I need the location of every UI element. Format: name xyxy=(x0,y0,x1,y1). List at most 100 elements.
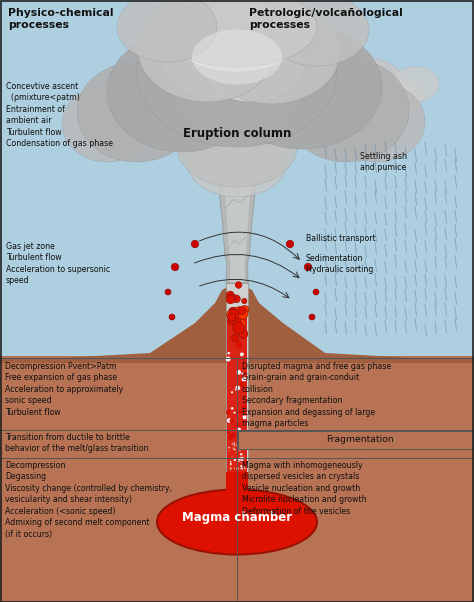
Ellipse shape xyxy=(233,448,235,450)
Ellipse shape xyxy=(241,466,244,468)
Ellipse shape xyxy=(236,444,237,445)
Ellipse shape xyxy=(229,467,232,470)
Ellipse shape xyxy=(237,308,248,319)
Ellipse shape xyxy=(229,309,239,319)
Text: Fragmentation: Fragmentation xyxy=(326,435,394,444)
Ellipse shape xyxy=(228,435,233,439)
Ellipse shape xyxy=(240,382,245,386)
Ellipse shape xyxy=(242,461,247,465)
Ellipse shape xyxy=(231,407,234,410)
Ellipse shape xyxy=(241,373,244,375)
Text: Magma chamber: Magma chamber xyxy=(182,510,292,524)
Ellipse shape xyxy=(234,459,237,461)
Ellipse shape xyxy=(230,467,231,468)
Ellipse shape xyxy=(391,66,439,102)
Ellipse shape xyxy=(265,0,369,66)
Ellipse shape xyxy=(239,456,244,462)
Ellipse shape xyxy=(233,322,245,334)
Ellipse shape xyxy=(77,62,197,162)
Ellipse shape xyxy=(235,389,237,391)
Ellipse shape xyxy=(236,467,239,470)
Ellipse shape xyxy=(244,430,247,433)
Ellipse shape xyxy=(227,352,230,355)
Ellipse shape xyxy=(187,127,287,197)
Ellipse shape xyxy=(233,411,236,414)
Ellipse shape xyxy=(137,0,277,102)
Ellipse shape xyxy=(171,263,179,271)
Text: Gas jet zone
Turbulent flow
Acceleration to supersonic
speed: Gas jet zone Turbulent flow Acceleration… xyxy=(6,242,110,285)
Ellipse shape xyxy=(237,446,238,447)
Text: Decompression Pvent>Patm
Free expansion of gas phase
Acceleration to approximate: Decompression Pvent>Patm Free expansion … xyxy=(5,362,123,417)
Ellipse shape xyxy=(222,25,382,149)
Ellipse shape xyxy=(308,72,363,112)
Ellipse shape xyxy=(234,448,236,450)
Ellipse shape xyxy=(232,335,238,341)
Ellipse shape xyxy=(242,415,247,420)
Text: Petrologic/volcañological
processes: Petrologic/volcañological processes xyxy=(249,8,403,30)
Ellipse shape xyxy=(226,411,230,414)
Ellipse shape xyxy=(237,459,240,462)
Ellipse shape xyxy=(231,391,233,394)
Ellipse shape xyxy=(204,0,340,104)
Ellipse shape xyxy=(157,489,317,554)
Ellipse shape xyxy=(225,356,231,362)
Ellipse shape xyxy=(236,342,242,348)
Ellipse shape xyxy=(227,309,238,321)
Ellipse shape xyxy=(234,468,235,469)
Ellipse shape xyxy=(226,291,234,299)
Ellipse shape xyxy=(229,461,232,462)
Ellipse shape xyxy=(237,452,238,453)
Ellipse shape xyxy=(237,458,240,460)
Ellipse shape xyxy=(239,330,248,338)
Ellipse shape xyxy=(232,295,240,303)
Ellipse shape xyxy=(172,2,302,72)
Ellipse shape xyxy=(242,444,244,447)
Ellipse shape xyxy=(240,453,242,456)
Ellipse shape xyxy=(238,458,241,461)
Polygon shape xyxy=(192,15,282,283)
Ellipse shape xyxy=(200,22,304,102)
Ellipse shape xyxy=(191,240,199,248)
Ellipse shape xyxy=(285,58,409,162)
Ellipse shape xyxy=(137,0,337,147)
Ellipse shape xyxy=(233,444,235,445)
Ellipse shape xyxy=(239,448,240,450)
Ellipse shape xyxy=(237,311,243,317)
Ellipse shape xyxy=(239,446,241,448)
Polygon shape xyxy=(227,312,247,472)
Ellipse shape xyxy=(231,433,236,437)
Ellipse shape xyxy=(231,316,241,326)
Text: Disrupted magma and free gas phase
Grain-grain and grain-conduit
collision
Secon: Disrupted magma and free gas phase Grain… xyxy=(242,362,391,428)
Ellipse shape xyxy=(237,318,246,327)
Ellipse shape xyxy=(286,240,294,248)
Text: Transition from ductile to brittle
behavior of the melt/glass transition: Transition from ductile to brittle behav… xyxy=(5,433,148,453)
Ellipse shape xyxy=(236,370,241,375)
Ellipse shape xyxy=(192,29,282,84)
Ellipse shape xyxy=(240,305,249,314)
Ellipse shape xyxy=(243,439,246,443)
Ellipse shape xyxy=(231,468,232,469)
Ellipse shape xyxy=(232,447,234,448)
Ellipse shape xyxy=(241,457,244,459)
Ellipse shape xyxy=(169,314,175,320)
Ellipse shape xyxy=(241,443,246,447)
FancyBboxPatch shape xyxy=(238,431,473,449)
Text: Physico-chemical
processes: Physico-chemical processes xyxy=(8,8,113,30)
Ellipse shape xyxy=(242,444,243,445)
Text: Concevtive ascent
  (ρmixture<ρatm)
Entrainment of
ambient air
Turbulent flow
Co: Concevtive ascent (ρmixture<ρatm) Entrai… xyxy=(6,82,113,148)
Ellipse shape xyxy=(315,57,405,111)
Ellipse shape xyxy=(237,427,241,432)
Ellipse shape xyxy=(228,318,235,325)
Ellipse shape xyxy=(235,306,243,315)
Ellipse shape xyxy=(237,306,246,315)
Ellipse shape xyxy=(62,86,152,162)
Ellipse shape xyxy=(241,377,246,382)
Ellipse shape xyxy=(162,15,272,99)
Ellipse shape xyxy=(244,468,246,470)
Ellipse shape xyxy=(167,22,307,132)
Ellipse shape xyxy=(242,460,244,462)
Ellipse shape xyxy=(230,419,233,423)
Ellipse shape xyxy=(157,0,317,67)
Ellipse shape xyxy=(232,443,233,445)
Ellipse shape xyxy=(304,263,312,271)
